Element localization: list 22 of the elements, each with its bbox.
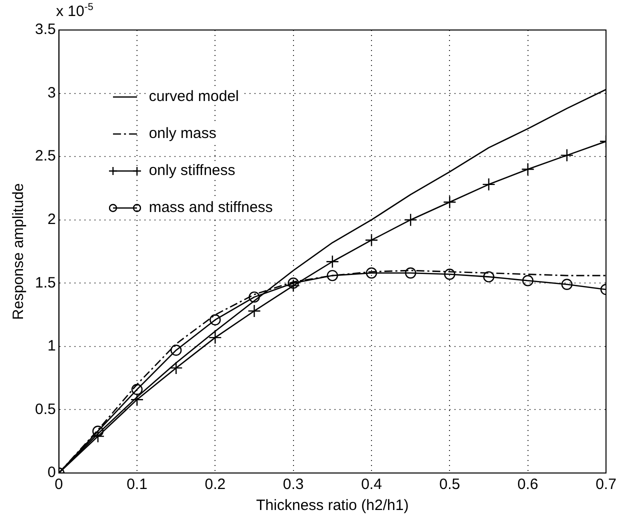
x-axis-title: Thickness ratio (h2/h1) [256, 497, 409, 514]
x-tick-label: 0.4 [361, 476, 382, 494]
x-tick-label: 0.2 [204, 476, 226, 494]
y-tick-label: 0 [48, 464, 56, 482]
x-tick-label: 0.7 [596, 476, 616, 494]
legend-label: only stiffness [146, 162, 238, 179]
y-tick-label: 2.5 [34, 148, 56, 165]
legend-label: mass and stiffness [146, 199, 275, 216]
y-tick-label: 3.5 [34, 21, 56, 38]
text: x 10$^{-5}$ [56, 2, 94, 20]
y-tick-label: 0.5 [34, 400, 56, 418]
y-axis-title: Response amplitude [10, 183, 28, 320]
x-tick-label: 0.1 [126, 476, 148, 494]
x-tick-label: 0.5 [439, 476, 460, 494]
x-tick-label: 0.6 [517, 476, 538, 494]
y-tick-label: 1 [48, 338, 56, 355]
y-tick-label: 1.5 [34, 274, 56, 292]
x-tick-label: 0.3 [282, 476, 304, 494]
y-tick-label: 3 [48, 84, 56, 102]
y-tick-label: 2 [48, 211, 56, 228]
legend-label: curved model [146, 88, 241, 105]
legend-label: only mass [146, 125, 218, 142]
